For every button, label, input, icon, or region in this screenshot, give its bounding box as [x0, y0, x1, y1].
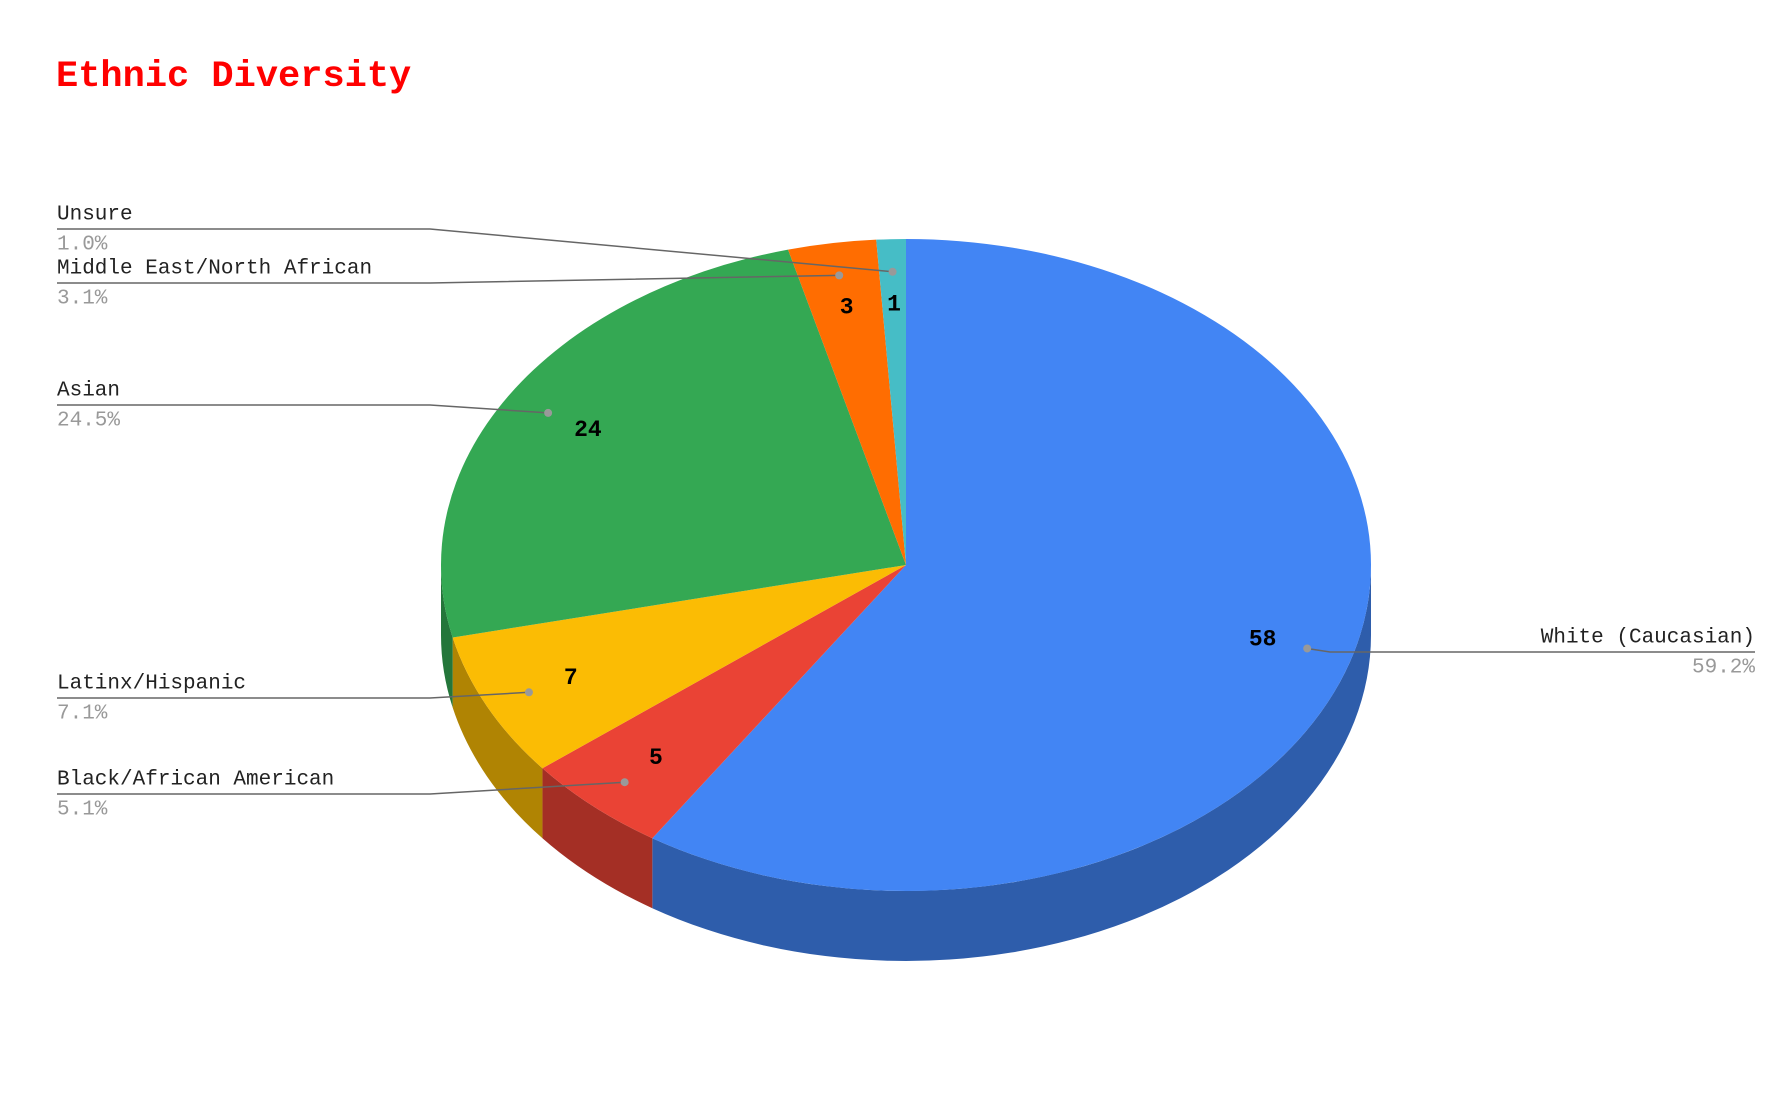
slice-side: [652, 565, 1371, 962]
percent-label: 5.1%: [57, 799, 108, 822]
slice: [542, 565, 906, 839]
slice: [788, 239, 906, 565]
leader-line: [57, 274, 840, 284]
leader-dot: [620, 778, 629, 787]
leader-line: [1307, 647, 1755, 653]
value-label: 5: [649, 745, 663, 771]
leader-line: [57, 781, 625, 795]
value-label: 24: [574, 417, 602, 443]
leader-dot: [524, 688, 533, 697]
leader-dot: [544, 408, 553, 417]
category-label: Middle East/North African: [57, 258, 372, 281]
value-label: 58: [1249, 626, 1277, 652]
value-label: 1: [887, 291, 901, 317]
category-label: Unsure: [57, 204, 133, 227]
slice: [452, 565, 906, 769]
slice: [876, 239, 906, 565]
percent-label: 7.1%: [57, 703, 108, 726]
leader-dot: [888, 267, 897, 276]
leader-dot: [835, 271, 844, 280]
category-label: White (Caucasian): [1541, 627, 1755, 650]
percent-label: 59.2%: [1692, 657, 1755, 680]
value-label: 7: [564, 665, 578, 691]
leader-dot: [1303, 644, 1312, 653]
value-label: 3: [840, 295, 854, 321]
slice: [441, 249, 906, 638]
percent-label: 24.5%: [57, 410, 120, 433]
category-label: Asian: [57, 380, 120, 403]
percent-label: 1.0%: [57, 234, 108, 257]
percent-label: 3.1%: [57, 288, 108, 311]
slice-side: [441, 565, 453, 708]
leader-line: [57, 404, 549, 414]
category-label: Black/African American: [57, 769, 334, 792]
slice-side: [542, 768, 653, 909]
leader-line: [57, 691, 529, 699]
slice: [652, 239, 1372, 892]
leader-line: [57, 228, 893, 273]
category-label: Latinx/Hispanic: [57, 673, 246, 696]
chart-title: Ethnic Diversity: [56, 56, 411, 98]
